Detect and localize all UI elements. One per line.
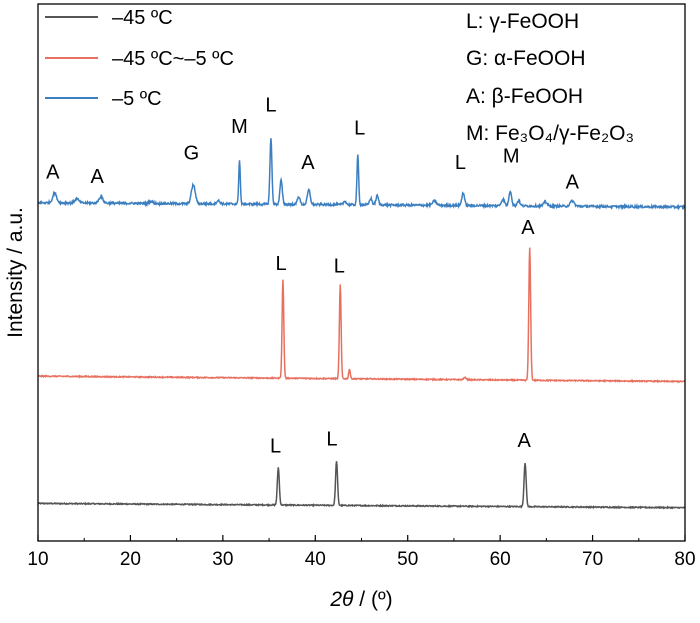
x-axis-label: 2θ / (º) [329, 588, 392, 611]
x-tick-label: 70 [582, 549, 603, 570]
peak-label: A [566, 172, 580, 194]
peak-label: A [90, 166, 104, 188]
x-tick-label: 20 [120, 549, 141, 570]
plot-frame [37, 3, 686, 542]
phase-key-label: G: α-FeOOH [466, 47, 585, 70]
x-tick-label: 30 [212, 549, 233, 570]
x-tick-label: 10 [27, 549, 48, 570]
peak-label: A [301, 152, 315, 174]
peak-label: M [231, 116, 248, 138]
x-ticks: 10 20 30 40 50 60 70 80 [27, 535, 696, 570]
peak-label: A [521, 217, 535, 239]
phase-key-label: L: γ-FeOOH [466, 10, 579, 33]
peak-label: L [265, 94, 276, 116]
peak-label: A [518, 430, 532, 452]
legend-label: –45 ºC [112, 7, 173, 29]
plot-lines [37, 138, 686, 510]
peak-label: L [276, 253, 287, 275]
peak-label: A [46, 162, 60, 184]
phase-key-label: M: Fe₃O₄/γ-Fe₂O₃ [466, 122, 634, 145]
x-tick-label: 50 [397, 549, 418, 570]
phase-key-label: A: β-FeOOH [466, 85, 583, 108]
y-axis-label: Intensity / a.u. [4, 207, 27, 338]
peak-label: G [184, 143, 200, 165]
series-line-2 [37, 138, 686, 211]
x-tick-label: 60 [490, 549, 511, 570]
peak-label: L [354, 117, 365, 139]
x-axis-label-symbol: 2θ [329, 588, 354, 611]
peak-label: L [334, 256, 345, 278]
legend-label: –5 ºC [112, 88, 162, 110]
series-line-0 [37, 461, 685, 510]
legend-label: –45 ºC~–5 ºC [112, 48, 234, 70]
peak-label: M [503, 145, 520, 167]
peak-label: L [270, 435, 281, 457]
series-line-1 [37, 247, 686, 384]
peak-label: L [455, 152, 466, 174]
legend: –45 ºC –45 ºC~–5 ºC –5 ºC [45, 7, 234, 110]
peak-label: L [326, 428, 337, 450]
x-tick-label: 80 [674, 549, 695, 570]
x-axis-label-unit: / (º) [353, 588, 392, 611]
phase-key: L: γ-FeOOH G: α-FeOOH A: β-FeOOH M: Fe₃O₄/γ… [466, 10, 634, 145]
x-tick-label: 40 [305, 549, 326, 570]
